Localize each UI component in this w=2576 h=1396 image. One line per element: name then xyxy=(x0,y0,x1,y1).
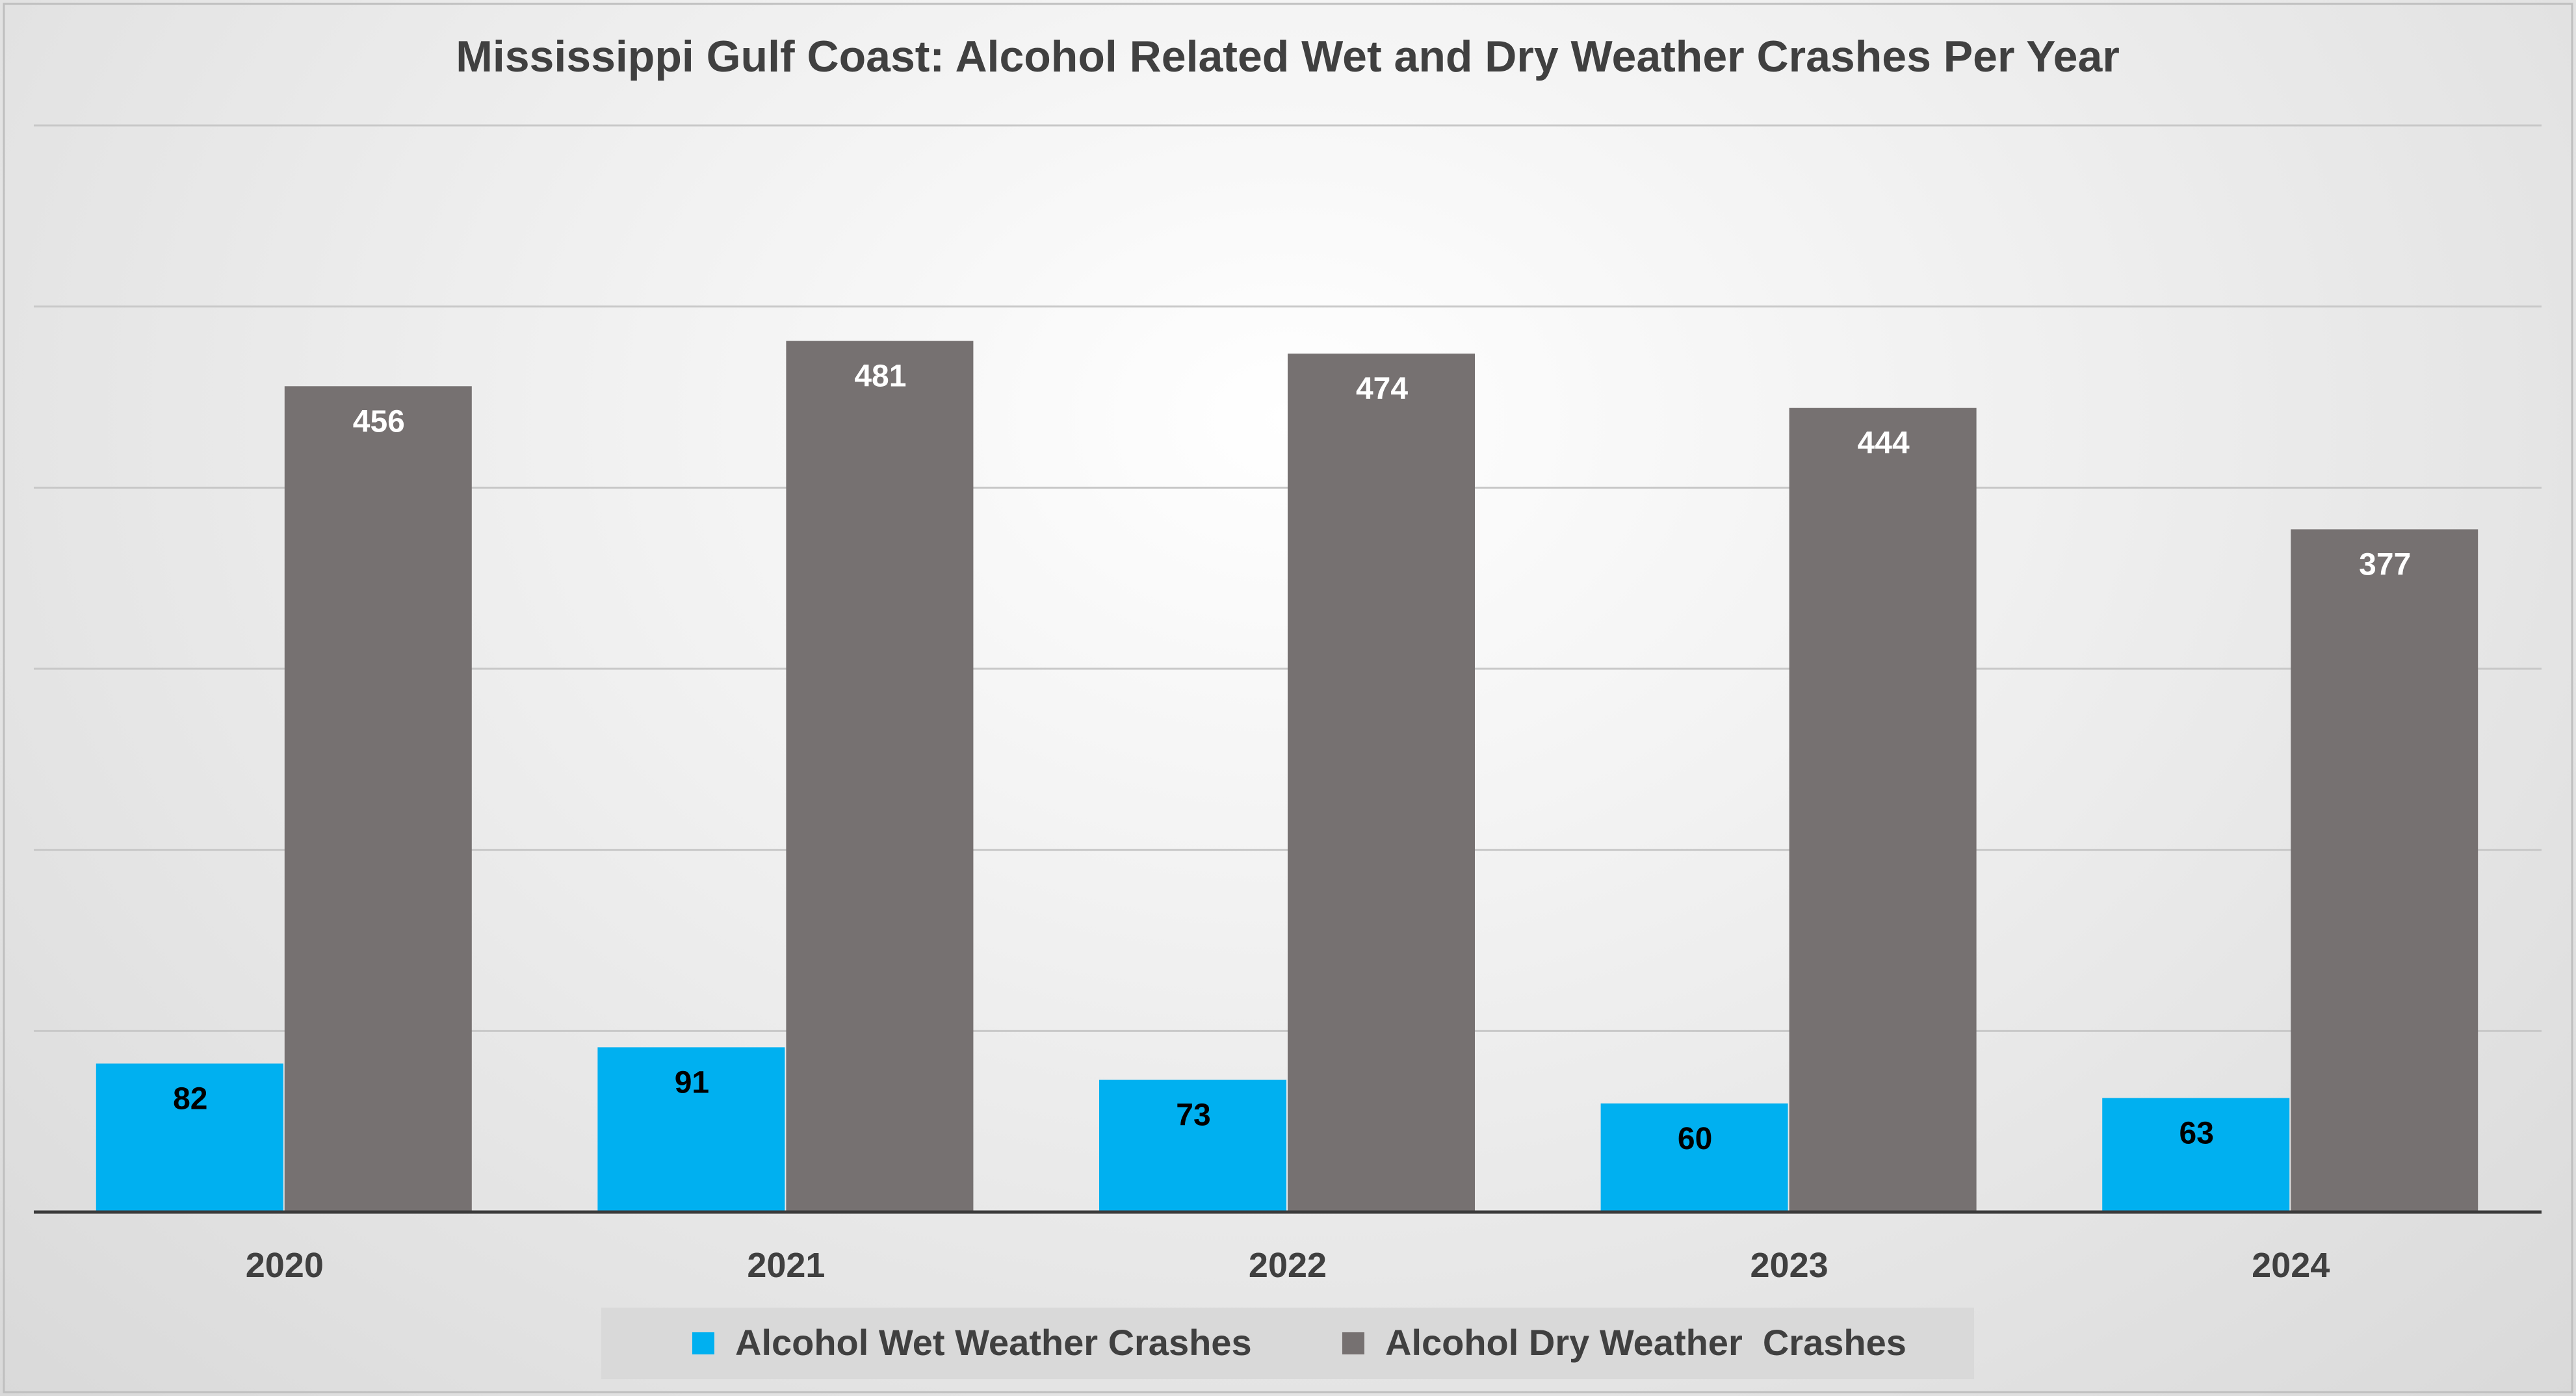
bar-dry-2021 xyxy=(786,341,974,1213)
data-label: 474 xyxy=(1356,372,1408,406)
data-label: 60 xyxy=(1678,1122,1712,1156)
x-axis-tick-labels: 2020 2021 2022 2023 2024 xyxy=(246,1246,2330,1285)
bar-dry-2020 xyxy=(284,386,472,1212)
data-label: 82 xyxy=(173,1081,207,1116)
x-tick-label: 2024 xyxy=(2252,1246,2330,1285)
legend-background xyxy=(601,1308,1974,1379)
legend: Alcohol Wet Weather Crashes Alcohol Dry W… xyxy=(601,1308,1974,1379)
bars xyxy=(96,341,2478,1213)
x-tick-label: 2020 xyxy=(246,1246,324,1285)
data-label: 444 xyxy=(1858,426,1910,461)
legend-swatch-dry xyxy=(1342,1332,1364,1354)
bar-wet-2022 xyxy=(1099,1079,1286,1212)
bar-wet-2023 xyxy=(1600,1103,1788,1212)
legend-swatch-wet xyxy=(692,1332,714,1354)
chart-title: Mississippi Gulf Coast: Alcohol Related … xyxy=(456,32,2120,81)
data-label: 456 xyxy=(353,404,405,439)
data-label: 377 xyxy=(2359,547,2411,582)
bar-dry-2024 xyxy=(2291,529,2478,1212)
x-tick-label: 2022 xyxy=(1249,1246,1327,1285)
bar-wet-2021 xyxy=(597,1047,785,1212)
x-tick-label: 2021 xyxy=(747,1246,825,1285)
bar-wet-2024 xyxy=(2102,1098,2290,1212)
x-tick-label: 2023 xyxy=(1750,1246,1828,1285)
data-label: 63 xyxy=(2179,1116,2214,1150)
legend-label-wet: Alcohol Wet Weather Crashes xyxy=(735,1322,1252,1363)
legend-label-dry: Alcohol Dry Weather Crashes xyxy=(1385,1322,1906,1363)
bar-wet-2020 xyxy=(96,1063,283,1212)
data-label: 91 xyxy=(675,1065,709,1100)
data-label: 73 xyxy=(1176,1098,1210,1133)
bar-dry-2023 xyxy=(1789,407,1977,1212)
data-label: 481 xyxy=(854,359,906,394)
data-labels: 82 456 91 481 73 474 60 444 63 377 xyxy=(173,359,2411,1156)
chart-border xyxy=(3,3,2573,1393)
bar-dry-2022 xyxy=(1288,354,1475,1212)
